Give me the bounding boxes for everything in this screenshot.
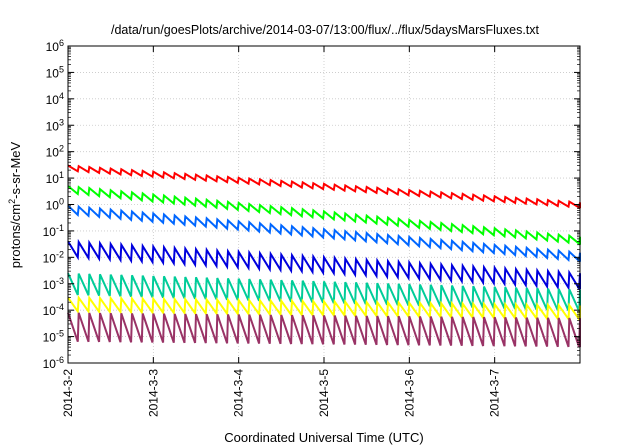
y-axis-label-sup: 2: [7, 199, 17, 204]
y-tick-label-exponent: -3: [56, 276, 64, 286]
x-tick-label: 2014-3-6: [402, 369, 416, 417]
y-tick-label-exponent: 1: [59, 170, 64, 180]
y-tick-label-base: 10: [46, 66, 60, 80]
y-axis-label-base: protons/cm: [8, 204, 23, 268]
y-tick-label: 10-3: [43, 276, 64, 292]
series-line: [67, 204, 581, 263]
y-tick-label-base: 10: [46, 93, 60, 107]
y-tick-label: 104: [46, 91, 64, 107]
y-tick-label-base: 10: [46, 199, 60, 213]
y-tick-label-exponent: -5: [56, 329, 64, 339]
x-tick-label: 2014-3-5: [317, 369, 331, 417]
y-tick-label-base: 10: [43, 304, 57, 318]
y-axis-label: protons/cm2-s-sr-MeV: [7, 141, 23, 268]
series-line: [67, 312, 581, 348]
y-tick-label-base: 10: [46, 40, 60, 54]
y-tick-label-exponent: 0: [59, 197, 64, 207]
y-tick-label-base: 10: [43, 357, 57, 371]
y-axis-label-rest: -s-sr-MeV: [8, 141, 23, 198]
series-line: [67, 272, 581, 312]
y-ticks: 10-610-510-410-310-210-11001011021031041…: [43, 38, 580, 371]
y-tick-label: 10-5: [43, 329, 64, 345]
y-tick-label-exponent: -6: [56, 355, 64, 365]
y-tick-label: 10-2: [43, 249, 64, 265]
x-tick-label: 2014-3-3: [146, 369, 160, 417]
y-tick-label-base: 10: [43, 225, 57, 239]
x-tick-label: 2014-3-2: [61, 369, 75, 417]
y-tick-label-exponent: -4: [56, 302, 64, 312]
series-line: [67, 185, 581, 246]
y-tick-label: 106: [46, 38, 64, 54]
y-tick-label: 101: [46, 170, 64, 186]
y-tick-label: 102: [46, 144, 64, 160]
y-tick-label-base: 10: [43, 251, 57, 265]
y-tick-label-exponent: 5: [59, 64, 64, 74]
y-tick-label-exponent: -1: [56, 223, 64, 233]
y-tick-label-base: 10: [43, 331, 57, 345]
y-tick-label-exponent: 3: [59, 117, 64, 127]
y-tick-label: 10-6: [43, 355, 64, 371]
y-tick-label: 103: [46, 117, 64, 133]
series-line: [67, 238, 581, 292]
y-tick-label: 10-1: [43, 223, 64, 239]
chart-title: /data/run/goesPlots/archive/2014-03-07/1…: [111, 23, 540, 37]
x-axis-label: Coordinated Universal Time (UTC): [224, 430, 423, 445]
y-tick-label-base: 10: [43, 278, 57, 292]
y-tick-label-exponent: 2: [59, 144, 64, 154]
series-line: [67, 294, 581, 323]
y-tick-label: 10-4: [43, 302, 64, 318]
x-ticks: 2014-3-2 2014-3-3 2014-3-4 2014-3-5 2014-3-6…: [61, 46, 502, 417]
x-tick-label: 2014-3-4: [232, 369, 246, 417]
y-tick-label-exponent: -2: [56, 249, 64, 259]
x-tick-label: 2014-3-7: [488, 369, 502, 417]
y-tick-label: 100: [46, 197, 64, 213]
series-line: [67, 164, 581, 210]
y-tick-label-base: 10: [46, 146, 60, 160]
y-tick-label-base: 10: [46, 119, 60, 133]
y-tick-label-exponent: 4: [59, 91, 64, 101]
y-tick-label-exponent: 6: [59, 38, 64, 48]
series-lines: [67, 164, 581, 348]
y-tick-label-base: 10: [46, 172, 60, 186]
y-tick-label: 105: [46, 64, 64, 80]
